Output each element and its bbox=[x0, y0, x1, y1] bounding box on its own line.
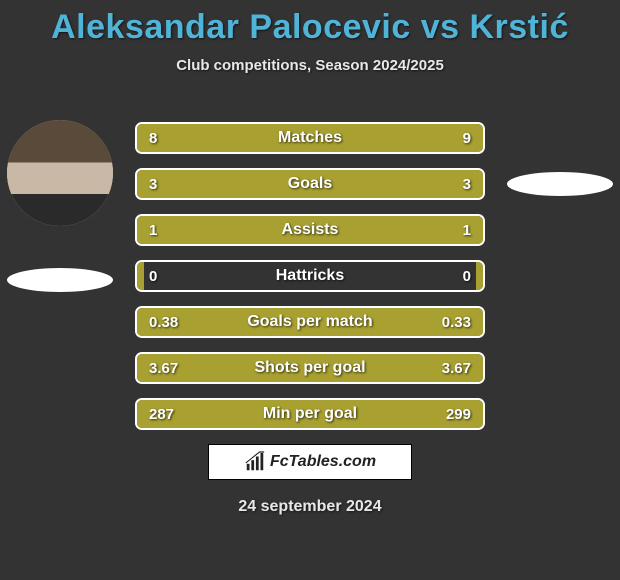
stat-label: Shots per goal bbox=[137, 359, 483, 377]
stat-value-right: 1 bbox=[463, 222, 471, 239]
page-title: Aleksandar Palocevic vs Krstić bbox=[0, 0, 620, 47]
stat-value-right: 0 bbox=[463, 268, 471, 285]
stat-label: Goals per match bbox=[137, 313, 483, 331]
stat-row: 8Matches9 bbox=[135, 122, 485, 154]
chart-icon bbox=[244, 451, 266, 473]
player-photo bbox=[7, 120, 113, 226]
stat-value-right: 0.33 bbox=[442, 314, 471, 331]
stats-table: 8Matches9 3Goals3 1Assists1 0Hattricks0 0.38… bbox=[135, 122, 485, 444]
player-right-card bbox=[500, 120, 620, 196]
stat-row: 3.67Shots per goal3.67 bbox=[135, 352, 485, 384]
player-right-name-oval bbox=[507, 172, 613, 196]
stat-label: Goals bbox=[137, 175, 483, 193]
player-left-card bbox=[0, 120, 120, 292]
stat-value-right: 299 bbox=[446, 406, 471, 423]
player-left-avatar bbox=[7, 120, 113, 226]
stat-value-right: 3.67 bbox=[442, 360, 471, 377]
stat-label: Min per goal bbox=[137, 405, 483, 423]
stat-label: Assists bbox=[137, 221, 483, 239]
stat-row: 0Hattricks0 bbox=[135, 260, 485, 292]
stat-value-right: 9 bbox=[463, 130, 471, 147]
date-text: 24 september 2024 bbox=[0, 498, 620, 516]
stat-row: 3Goals3 bbox=[135, 168, 485, 200]
stat-row: 1Assists1 bbox=[135, 214, 485, 246]
stat-row: 0.38Goals per match0.33 bbox=[135, 306, 485, 338]
stat-row: 287Min per goal299 bbox=[135, 398, 485, 430]
player-left-name-oval bbox=[7, 268, 113, 292]
subtitle: Club competitions, Season 2024/2025 bbox=[0, 57, 620, 74]
logo-text: FcTables.com bbox=[270, 453, 376, 471]
stat-label: Matches bbox=[137, 129, 483, 147]
logo-box[interactable]: FcTables.com bbox=[208, 444, 412, 480]
stat-value-right: 3 bbox=[463, 176, 471, 193]
stat-label: Hattricks bbox=[137, 267, 483, 285]
